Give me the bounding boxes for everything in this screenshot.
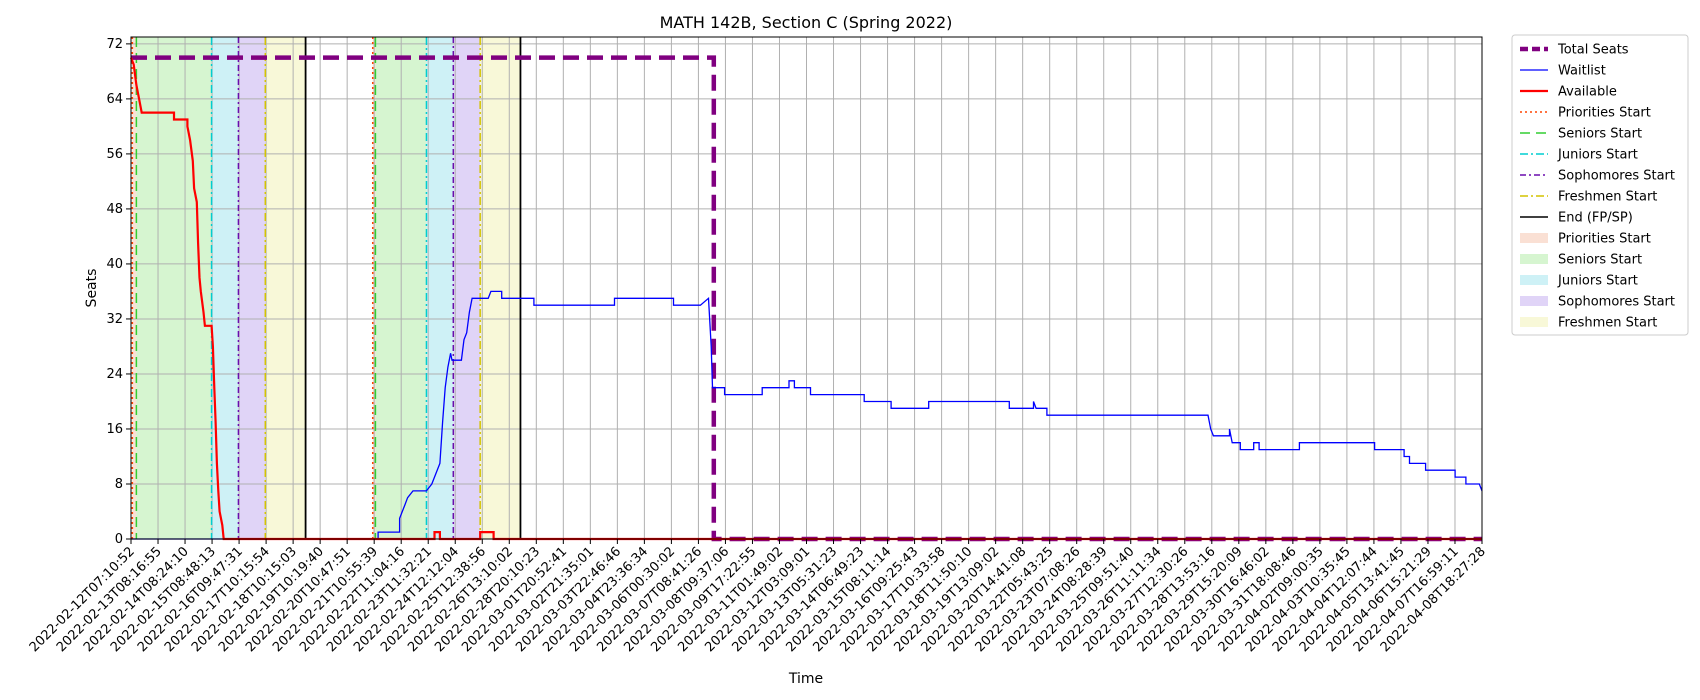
y-axis-label: Seats bbox=[84, 269, 100, 308]
phase-band bbox=[132, 37, 137, 539]
legend-swatch-patch bbox=[1520, 275, 1548, 285]
y-tick-label: 40 bbox=[106, 257, 123, 272]
phase-bands bbox=[132, 37, 521, 539]
legend-swatch-patch bbox=[1520, 233, 1548, 243]
phase-band bbox=[265, 37, 306, 539]
grid bbox=[130, 37, 1483, 540]
legend-label: Freshmen Start bbox=[1558, 190, 1657, 205]
legend-label: Total Seats bbox=[1557, 43, 1629, 58]
y-tick-label: 48 bbox=[106, 202, 123, 217]
phase-lines bbox=[131, 37, 522, 539]
y-tick-label: 32 bbox=[106, 312, 123, 327]
legend-label: Freshmen Start bbox=[1558, 316, 1657, 331]
y-tick-label: 64 bbox=[106, 92, 123, 107]
legend-label: Waitlist bbox=[1558, 64, 1606, 79]
chart-title: MATH 142B, Section C (Spring 2022) bbox=[660, 13, 953, 32]
legend: Total Seats Waitlist Available Priorities S… bbox=[1511, 34, 1689, 336]
x-axis-label: Time bbox=[788, 671, 823, 687]
y-tick-label: 56 bbox=[106, 147, 123, 162]
legend-swatch-patch bbox=[1520, 317, 1548, 327]
legend-label: End (FP/SP) bbox=[1558, 211, 1633, 226]
phase-band bbox=[211, 37, 239, 539]
legend-box bbox=[1511, 34, 1689, 336]
phase-band bbox=[480, 37, 521, 539]
legend-label: Seniors Start bbox=[1558, 253, 1642, 268]
legend-label: Sophomores Start bbox=[1558, 295, 1675, 310]
legend-label: Juniors Start bbox=[1557, 274, 1638, 289]
y-tick-label: 0 bbox=[115, 532, 123, 547]
y-tick-label: 8 bbox=[115, 477, 123, 492]
legend-label: Seniors Start bbox=[1558, 127, 1642, 142]
legend-swatch-patch bbox=[1520, 296, 1548, 306]
series-line bbox=[129, 57, 1482, 541]
legend-swatch-patch bbox=[1520, 254, 1548, 264]
legend-label: Priorities Start bbox=[1558, 232, 1651, 247]
series-line bbox=[131, 290, 1483, 540]
x-axis: 2022-02-12T07:10:522022-02-13T08:16:5520… bbox=[27, 539, 1489, 655]
legend-label: Priorities Start bbox=[1558, 106, 1651, 121]
y-tick-label: 72 bbox=[106, 37, 123, 52]
y-tick-label: 24 bbox=[106, 367, 123, 382]
legend-label: Sophomores Start bbox=[1558, 169, 1675, 184]
y-axis: 0 8 16 24 32 40 48 56 64 72 bbox=[106, 37, 131, 547]
phase-band bbox=[453, 37, 481, 539]
phase-band bbox=[238, 37, 266, 539]
legend-label: Juniors Start bbox=[1557, 148, 1638, 163]
y-tick-label: 16 bbox=[106, 422, 123, 437]
legend-label: Available bbox=[1558, 85, 1617, 100]
phase-band bbox=[136, 37, 212, 539]
